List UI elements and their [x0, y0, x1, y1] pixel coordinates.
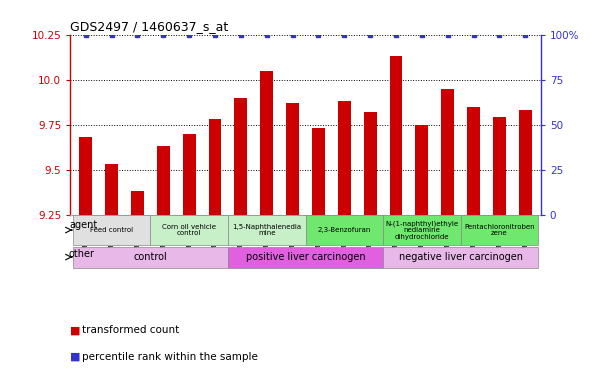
Text: GDS2497 / 1460637_s_at: GDS2497 / 1460637_s_at	[70, 20, 229, 33]
Bar	[235, 98, 247, 215]
Bar	[260, 71, 273, 215]
Bar	[105, 164, 118, 215]
Bar	[150, 215, 228, 245]
Bar	[441, 89, 454, 215]
Bar	[79, 137, 92, 215]
Text: Feed control: Feed control	[90, 227, 133, 233]
Bar	[461, 215, 538, 245]
Bar	[286, 103, 299, 215]
Text: Corn oil vehicle
control: Corn oil vehicle control	[162, 224, 216, 236]
Text: control: control	[134, 252, 167, 262]
Bar	[493, 118, 506, 215]
Text: positive liver carcinogen: positive liver carcinogen	[246, 252, 365, 262]
Bar	[390, 56, 403, 215]
Bar	[415, 125, 428, 215]
Bar	[467, 107, 480, 215]
Text: other: other	[69, 248, 95, 258]
Bar	[131, 191, 144, 215]
Bar	[157, 146, 170, 215]
Bar	[338, 101, 351, 215]
Text: 2,3-Benzofuran: 2,3-Benzofuran	[318, 227, 371, 233]
Text: agent: agent	[69, 220, 97, 230]
Bar	[312, 128, 325, 215]
Text: negative liver carcinogen: negative liver carcinogen	[398, 252, 522, 262]
Text: N-(1-naphthyl)ethyle
nediamine
dihydrochloride: N-(1-naphthyl)ethyle nediamine dihydroch…	[386, 220, 458, 240]
Bar	[73, 247, 228, 268]
Bar	[183, 134, 196, 215]
Bar	[228, 215, 306, 245]
Bar	[208, 119, 222, 215]
Text: 1,5-Naphthalenedia
mine: 1,5-Naphthalenedia mine	[232, 224, 301, 236]
Text: ■: ■	[70, 325, 81, 335]
Bar	[364, 112, 376, 215]
Text: ■: ■	[70, 352, 81, 362]
Bar	[228, 247, 383, 268]
Bar	[73, 215, 150, 245]
Bar	[306, 215, 383, 245]
Text: transformed count: transformed count	[82, 325, 180, 335]
Text: Pentachloronitroben
zene: Pentachloronitroben zene	[464, 224, 535, 236]
Text: percentile rank within the sample: percentile rank within the sample	[82, 352, 258, 362]
Bar	[383, 215, 461, 245]
Bar	[519, 110, 532, 215]
Bar	[383, 247, 538, 268]
